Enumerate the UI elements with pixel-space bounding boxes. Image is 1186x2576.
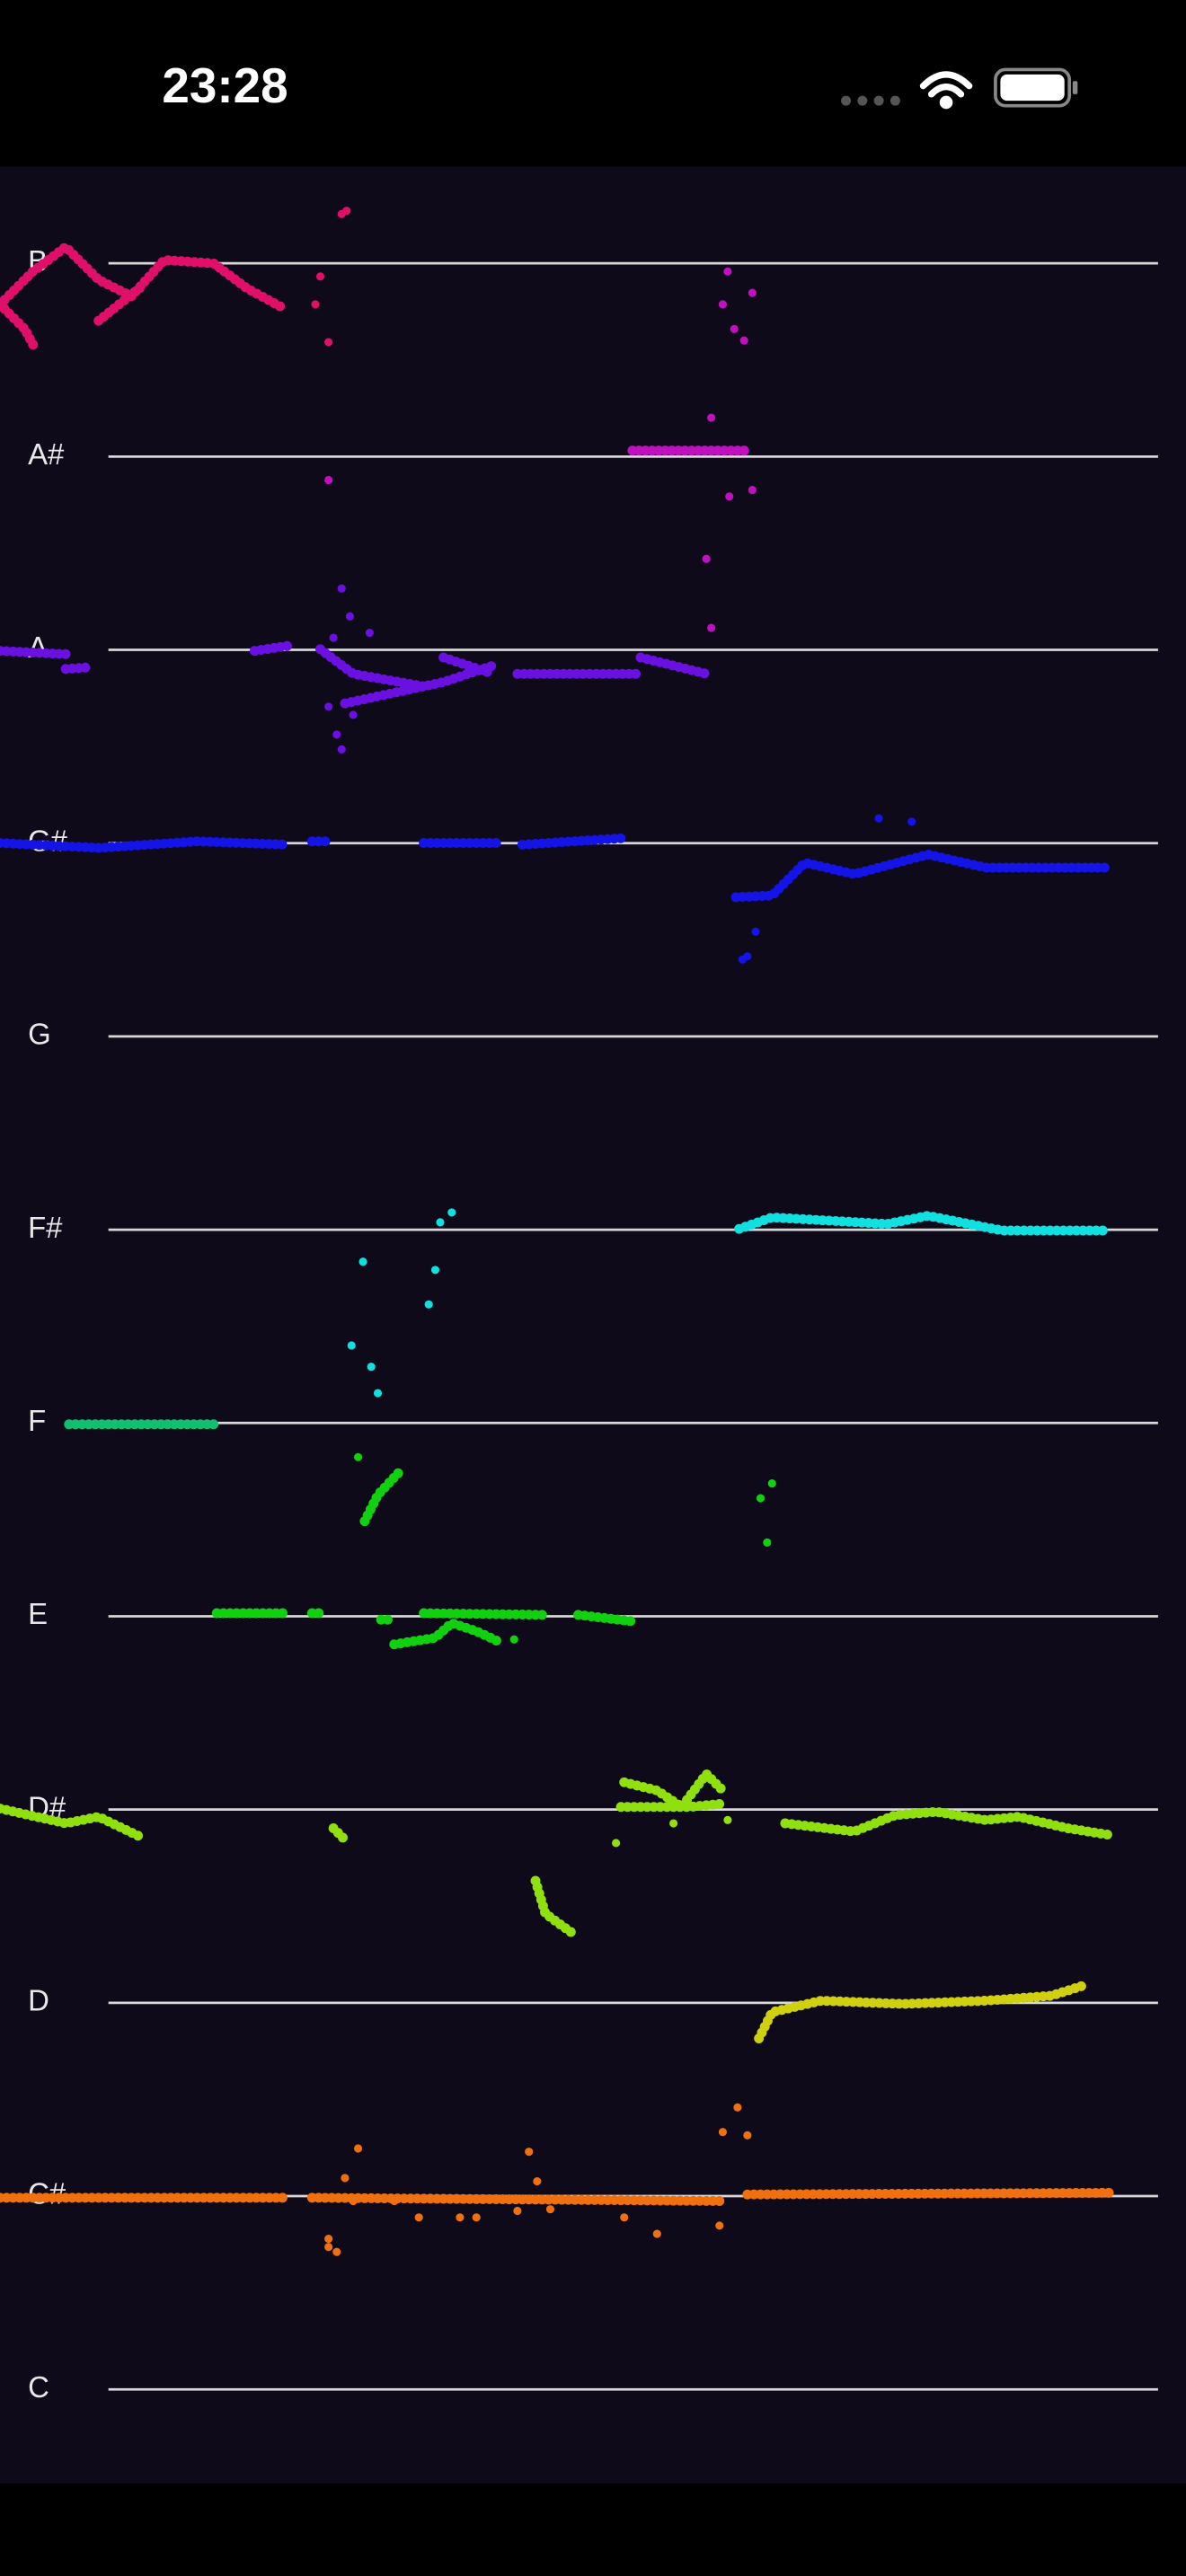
note-label: A#	[28, 437, 65, 471]
trace-gsharp	[0, 814, 1114, 964]
trace-csharp	[0, 2103, 1114, 2256]
signal-icon	[841, 95, 900, 106]
status-bar	[0, 0, 1186, 167]
clock: 23:28	[162, 57, 288, 113]
trace-dsharp	[0, 1769, 1114, 1940]
trace-d	[754, 1979, 1093, 2043]
note-label: A	[28, 631, 48, 664]
note-label: F#	[28, 1211, 63, 1244]
note-label: F	[28, 1404, 46, 1437]
pitch-traces	[0, 207, 1114, 2256]
home-area	[0, 2483, 1186, 2576]
trace-e	[211, 1452, 776, 1650]
note-label: C	[28, 2370, 49, 2404]
trace-a	[0, 584, 712, 754]
note-label: E	[28, 1597, 48, 1630]
trace-b	[0, 207, 351, 356]
trace-asharp	[324, 267, 757, 632]
wifi-icon	[919, 71, 973, 110]
note-label: D	[28, 1984, 49, 2017]
pitch-view	[0, 166, 1186, 2483]
note-label: G	[28, 1018, 51, 1051]
trace-fsharp	[347, 1208, 1114, 1398]
battery-icon	[994, 67, 1078, 108]
